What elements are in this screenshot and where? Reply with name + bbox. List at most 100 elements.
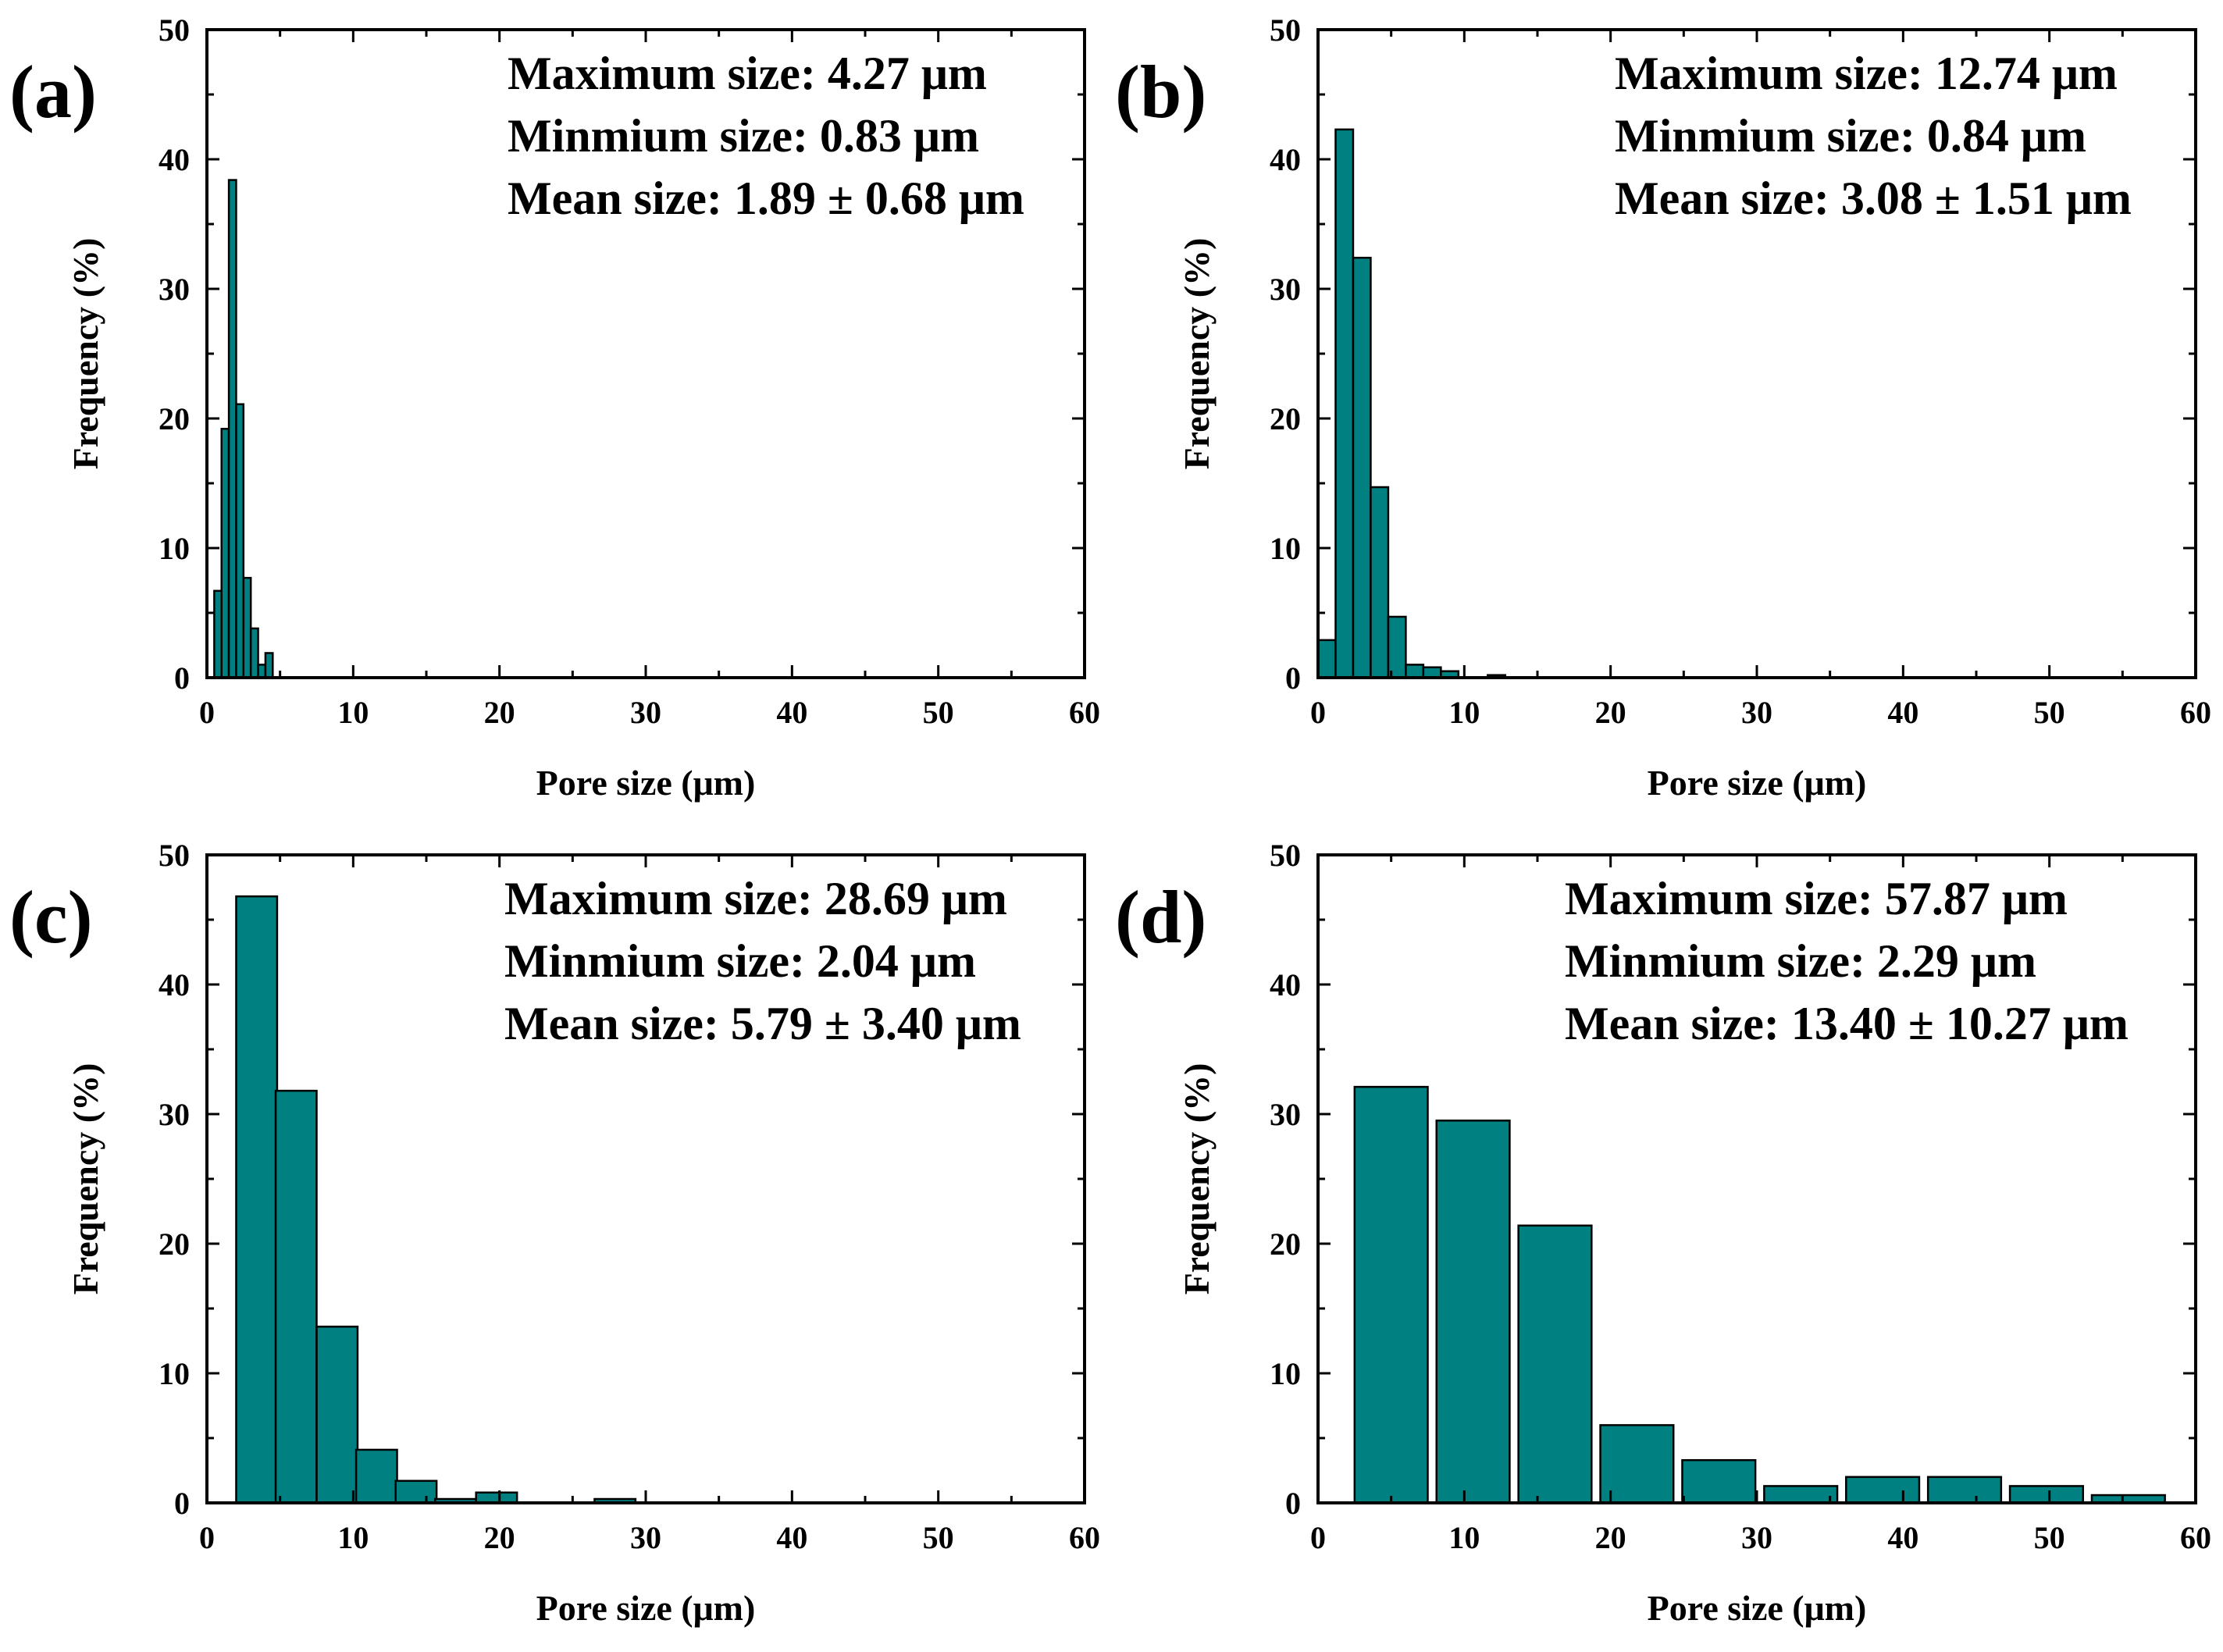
y-tick-label: 0 <box>1285 660 1301 696</box>
y-tick-label: 20 <box>1270 1227 1301 1262</box>
y-tick-label: 30 <box>1270 1097 1301 1132</box>
histogram-bar <box>227 179 237 679</box>
stats-annotation: Minmium size: 0.83 μm <box>508 110 979 162</box>
y-tick-label: 20 <box>159 401 190 436</box>
x-tick-label: 50 <box>923 695 954 730</box>
x-tick-label: 30 <box>1741 1520 1772 1555</box>
x-tick-label: 20 <box>1595 695 1626 730</box>
x-axis-title: Pore size (μm) <box>1648 763 1867 803</box>
histogram-bar <box>1405 664 1425 679</box>
x-tick-label: 50 <box>2034 695 2065 730</box>
stats-annotation: Minmium size: 2.04 μm <box>504 935 976 987</box>
histogram-bar <box>257 664 267 679</box>
x-tick-label: 10 <box>337 695 369 730</box>
histogram-bar <box>354 1448 398 1504</box>
x-tick-label: 20 <box>484 695 515 730</box>
histogram-bar <box>264 652 274 679</box>
y-tick-label: 50 <box>1270 12 1301 48</box>
y-tick-label: 40 <box>159 967 190 1002</box>
stats-annotation: Maximum size: 4.27 μm <box>508 48 987 99</box>
panel-a: 0 10 20 30 40 50 60 0 10 20 30 40 50 Pore size (μm) Fr… <box>9 12 1100 803</box>
x-tick-label: 10 <box>1448 1520 1480 1555</box>
stats-annotation: Mean size: 5.79 ± 3.40 μm <box>504 998 1021 1049</box>
x-tick-label: 60 <box>2180 1520 2211 1555</box>
stats-annotation: Maximum size: 57.87 μm <box>1565 873 2068 924</box>
y-axis-title: Frequency (%) <box>66 238 105 470</box>
x-tick-label: 60 <box>2180 695 2211 730</box>
x-tick-label: 50 <box>923 1520 954 1555</box>
x-tick-label: 40 <box>776 695 807 730</box>
histogram-bar <box>1926 1476 2003 1504</box>
x-axis-title: Pore size (μm) <box>536 763 756 803</box>
y-tick-label: 20 <box>159 1227 190 1262</box>
y-tick-label: 0 <box>174 660 190 696</box>
x-tick-label: 10 <box>1448 695 1480 730</box>
histogram-bar <box>274 1089 318 1504</box>
x-tick-label: 60 <box>1069 1520 1100 1555</box>
x-tick-label: 40 <box>1887 1520 1918 1555</box>
histogram-bar <box>315 1325 359 1504</box>
histogram-bar <box>1845 1476 1921 1504</box>
x-tick-label: 50 <box>2034 1520 2065 1555</box>
y-tick-label: 30 <box>159 1097 190 1132</box>
y-axis-title: Frequency (%) <box>66 1063 105 1295</box>
y-tick-label: 0 <box>1285 1486 1301 1521</box>
histogram-bar <box>213 589 223 679</box>
stats-annotation: Minmium size: 2.29 μm <box>1565 935 2036 987</box>
histogram-bar <box>1681 1458 1757 1504</box>
histogram-bar <box>235 895 279 1504</box>
y-tick-label: 0 <box>174 1486 190 1521</box>
histogram-bar <box>1316 639 1337 679</box>
y-tick-label: 20 <box>1270 401 1301 436</box>
panel-label: (d) <box>1115 875 1206 959</box>
x-tick-label: 40 <box>1887 695 1918 730</box>
x-tick-label: 30 <box>630 1520 661 1555</box>
histogram-bar <box>1387 615 1407 679</box>
y-tick-label: 30 <box>1270 272 1301 307</box>
y-axis-title: Frequency (%) <box>1177 1063 1217 1295</box>
x-axis-title: Pore size (μm) <box>536 1588 756 1628</box>
x-tick-label: 0 <box>199 1520 215 1555</box>
stats-annotation: Minmium size: 0.84 μm <box>1615 110 2086 162</box>
y-axis-title: Frequency (%) <box>1177 238 1217 470</box>
histogram-bar <box>242 576 252 679</box>
y-tick-label: 50 <box>1270 838 1301 873</box>
histogram-bar <box>1517 1224 1593 1504</box>
x-tick-label: 0 <box>1310 1520 1326 1555</box>
x-tick-label: 30 <box>1741 695 1772 730</box>
stats-annotation: Mean size: 13.40 ± 10.27 μm <box>1565 998 2129 1049</box>
histogram-bar <box>249 627 259 679</box>
y-tick-label: 40 <box>159 142 190 177</box>
y-tick-label: 30 <box>159 272 190 307</box>
y-tick-label: 50 <box>159 12 190 48</box>
histogram-bar <box>2008 1485 2085 1504</box>
stats-annotation: Mean size: 1.89 ± 0.68 μm <box>508 173 1024 224</box>
histogram-bar <box>1370 486 1390 679</box>
y-tick-label: 10 <box>1270 1356 1301 1391</box>
y-tick-label: 10 <box>159 531 190 566</box>
x-tick-label: 10 <box>337 1520 369 1555</box>
histogram-bar <box>1599 1424 1675 1504</box>
stats-annotation: Mean size: 3.08 ± 1.51 μm <box>1615 173 2132 224</box>
histogram-bar <box>1435 1120 1511 1504</box>
y-tick-label: 10 <box>1270 531 1301 566</box>
panel-label: (c) <box>9 875 93 959</box>
histogram-bar <box>220 428 230 679</box>
histogram-bar <box>1334 128 1355 679</box>
histogram-bar <box>1352 256 1372 679</box>
histogram-bar <box>394 1479 438 1504</box>
panel-label: (a) <box>9 50 97 134</box>
stats-annotation: Maximum size: 28.69 μm <box>504 873 1007 924</box>
x-tick-label: 0 <box>1310 695 1326 730</box>
panel-b: 0 10 20 30 40 50 60 0 10 20 30 40 50 Pore size (μm) Fr… <box>1115 12 2211 803</box>
x-tick-label: 20 <box>1595 1520 1626 1555</box>
y-tick-label: 10 <box>159 1356 190 1391</box>
stats-annotation: Maximum size: 12.74 μm <box>1615 48 2118 99</box>
panel-d: 0 10 20 30 40 50 60 0 10 20 30 40 50 Pore size (μm) Fr… <box>1115 838 2211 1628</box>
panel-c: 0 10 20 30 40 50 60 0 10 20 30 40 50 Pore size (μm) Fr… <box>9 838 1100 1628</box>
x-axis-title: Pore size (μm) <box>1648 1588 1867 1628</box>
x-tick-label: 20 <box>484 1520 515 1555</box>
x-tick-label: 30 <box>630 695 661 730</box>
